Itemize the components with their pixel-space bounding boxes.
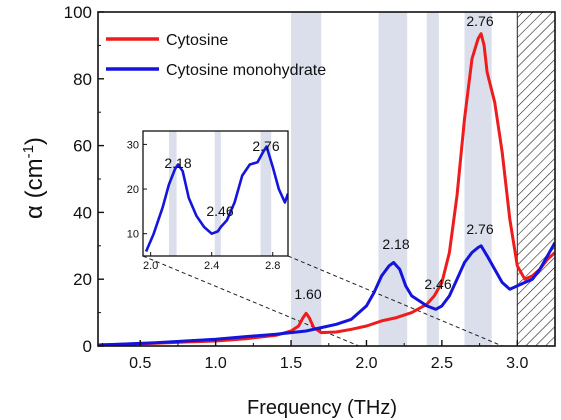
- x-tick-label-0: 0.5: [129, 355, 151, 372]
- inset-frame: [142, 130, 289, 257]
- y-tick-label-3: 60: [73, 137, 92, 156]
- inset-y-tick-label-0: 10: [127, 229, 139, 241]
- legend-label-cytosine: Cytosine: [166, 32, 228, 49]
- inset-annotation-2-18: 2.18: [164, 155, 191, 171]
- y-tick-label-4: 80: [73, 70, 92, 89]
- y-tick-label-0: 0: [83, 337, 92, 356]
- y-tick-label-1: 20: [73, 270, 92, 289]
- annotation-2-76-blue: 2.76: [466, 221, 493, 237]
- x-tick-label-3: 2.0: [355, 355, 377, 372]
- guide-line-right: [287, 255, 503, 347]
- x-axis-label: Frequency (THz): [247, 397, 397, 419]
- shaded-band-2: [426, 12, 439, 346]
- inset-band-2: [260, 131, 272, 256]
- inset-shaded-bands: [168, 131, 272, 256]
- inset-annotations: 2.18 2.46 2.76: [164, 138, 279, 219]
- annotation-2-76-red: 2.76: [466, 13, 493, 29]
- legend: Cytosine Cytosine monohydrate: [106, 32, 326, 79]
- inset: 2.0 2.4 2.8 10 20 30 2.18 2.46 2.76: [127, 130, 289, 272]
- inset-y-tick-label-2: 30: [127, 139, 139, 151]
- shaded-band-1: [378, 12, 408, 346]
- inset-guide-lines: [142, 255, 503, 347]
- annotation-1-60: 1.60: [294, 286, 321, 302]
- y-tick-label-5: 100: [64, 3, 92, 22]
- inset-x-tick-label-1: 2.4: [204, 260, 219, 272]
- series-line-1: [98, 241, 555, 346]
- peak-annotations: 1.60 2.18 2.46 2.76 2.76: [294, 13, 493, 302]
- shaded-band-0: [291, 12, 322, 346]
- legend-label-cytosine-monohydrate: Cytosine monohydrate: [166, 62, 326, 79]
- x-tick-label-5: 3.0: [506, 355, 528, 372]
- inset-x-tick-label-0: 2.0: [143, 260, 158, 272]
- inset-series: [144, 145, 288, 253]
- inset-band-1: [214, 131, 221, 256]
- x-tick-label-1: 1.0: [205, 355, 227, 372]
- annotation-2-46: 2.46: [424, 276, 451, 292]
- inset-band-0: [168, 131, 177, 256]
- series-group: [98, 32, 555, 346]
- x-axis-ticks: 0.5 1.0 1.5 2.0 2.5 3.0: [102, 340, 529, 372]
- guide-line-left: [142, 255, 360, 347]
- inset-ticks: 2.0 2.4 2.8 10 20 30: [127, 139, 281, 272]
- inset-x-tick-label-2: 2.8: [265, 260, 280, 272]
- inset-annotation-2-46: 2.46: [206, 203, 233, 219]
- y-tick-label-2: 40: [73, 203, 92, 222]
- inset-annotation-2-76: 2.76: [252, 138, 279, 154]
- x-tick-label-4: 2.5: [431, 355, 453, 372]
- shaded-band-3: [464, 12, 492, 346]
- inset-y-tick-label-1: 20: [127, 184, 139, 196]
- inset-series-line: [144, 145, 288, 253]
- y-axis-label: α (cm-1): [20, 137, 48, 219]
- x-tick-label-2: 1.5: [280, 355, 302, 372]
- y-axis-ticks: 0 20 40 60 80 100: [64, 3, 104, 356]
- hatched-region: [516, 11, 556, 347]
- annotation-2-18: 2.18: [382, 236, 409, 252]
